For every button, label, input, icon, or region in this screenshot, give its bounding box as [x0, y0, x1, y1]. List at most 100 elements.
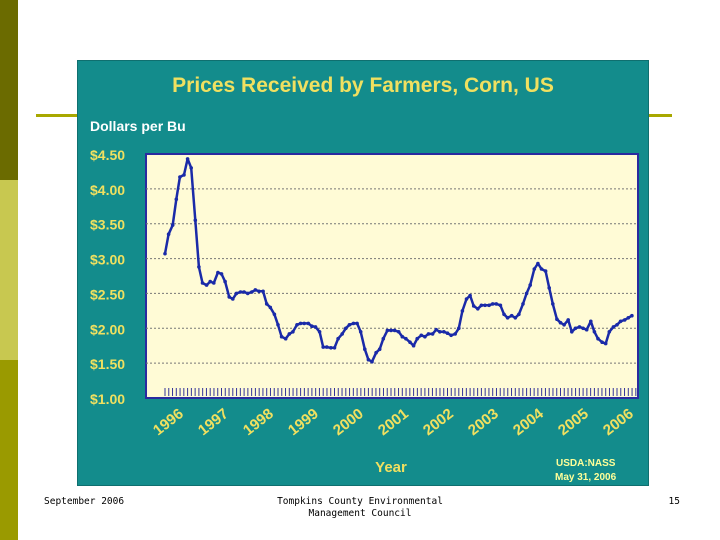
data-point: [584, 327, 589, 332]
chart-panel: Prices Received by Farmers, Corn, US Doll…: [78, 61, 648, 485]
data-point: [347, 323, 352, 327]
data-point: [460, 309, 465, 313]
data-point: [298, 321, 303, 326]
data-point: [411, 343, 416, 348]
data-point: [490, 302, 495, 306]
data-point: [216, 270, 220, 275]
y-tick-label: $3.00: [90, 252, 125, 268]
data-point: [253, 288, 258, 292]
data-point: [332, 346, 337, 350]
data-point: [366, 357, 371, 362]
data-point: [577, 325, 582, 329]
source-line1: USDA:NASS: [556, 458, 616, 469]
data-point: [317, 330, 322, 334]
x-tick-label: 1999: [285, 405, 322, 439]
data-point: [423, 334, 427, 339]
data-point: [494, 302, 499, 306]
data-point: [476, 307, 480, 311]
data-point: [363, 347, 367, 352]
data-point: [434, 327, 439, 332]
data-point: [377, 347, 382, 352]
x-tick-label: 2002: [420, 405, 457, 439]
title-rule-left: [36, 114, 80, 117]
data-point: [234, 291, 239, 296]
y-tick-label: $1.50: [90, 356, 125, 372]
data-point: [408, 340, 412, 345]
footer-organization: Tompkins County Environmental Management…: [260, 496, 460, 520]
x-tick-label: 2004: [510, 405, 547, 439]
data-point: [468, 293, 472, 298]
slide-side-bar-light: [0, 180, 18, 360]
data-point: [261, 289, 265, 294]
data-point: [415, 336, 420, 341]
data-point: [227, 295, 231, 299]
data-point: [400, 334, 405, 339]
data-point: [250, 290, 254, 294]
data-point: [200, 281, 205, 285]
data-point: [596, 336, 600, 341]
y-tick-label: $4.00: [90, 182, 125, 198]
data-point: [231, 297, 235, 301]
data-point: [487, 303, 491, 308]
data-point: [268, 305, 273, 310]
title-rule-right: [646, 114, 672, 117]
y-tick-label: $2.00: [90, 321, 125, 337]
data-point: [325, 345, 329, 349]
data-point: [321, 345, 325, 349]
chart-title: Prices Received by Farmers, Corn, US: [172, 74, 554, 97]
data-point: [570, 330, 574, 334]
data-point: [630, 313, 634, 318]
data-point: [310, 324, 314, 329]
data-point: [517, 312, 521, 317]
x-tick-label: 2006: [600, 405, 637, 439]
data-point: [524, 291, 529, 296]
x-tick-label: 2001: [375, 405, 412, 439]
x-tick-label: 2003: [465, 405, 502, 439]
x-tick-label: 1998: [240, 405, 277, 439]
slide-side-bar-olive: [0, 360, 18, 540]
footer-organization-line2: Management Council: [308, 508, 412, 519]
data-point: [389, 328, 393, 333]
data-point: [295, 323, 299, 327]
data-point: [351, 321, 356, 326]
data-point: [555, 317, 559, 322]
data-point: [189, 166, 193, 170]
data-point: [509, 313, 514, 318]
data-point: [329, 346, 333, 350]
source-line2: May 31, 2006: [555, 472, 617, 483]
y-axis-label: Dollars per Bu: [90, 118, 186, 134]
data-point: [340, 332, 345, 336]
data-point: [536, 261, 540, 266]
x-axis-label: Year: [375, 459, 407, 476]
data-point: [502, 312, 506, 317]
data-point: [287, 332, 292, 336]
data-point: [471, 304, 476, 308]
data-point: [344, 326, 348, 331]
corn-price-chart: Prices Received by Farmers, Corn, US Doll…: [90, 74, 639, 483]
data-point: [174, 197, 179, 202]
data-point: [600, 340, 604, 345]
data-point: [618, 319, 623, 324]
data-point: [392, 328, 397, 333]
data-point: [242, 290, 246, 294]
data-point: [264, 302, 269, 306]
data-point: [430, 332, 435, 336]
data-point: [374, 350, 378, 355]
data-point: [483, 303, 487, 308]
data-point: [479, 303, 484, 308]
data-point: [532, 267, 537, 271]
data-point: [302, 321, 306, 326]
data-point: [245, 291, 250, 296]
x-tick-label: 2005: [555, 405, 592, 439]
data-point: [208, 279, 212, 284]
data-point: [223, 279, 227, 284]
data-point: [381, 336, 386, 341]
data-point: [178, 175, 182, 179]
data-point: [272, 312, 277, 317]
data-point: [445, 331, 450, 336]
data-point: [573, 326, 578, 331]
data-point: [603, 341, 608, 346]
data-point: [404, 336, 408, 341]
x-tick-label: 1996: [150, 405, 187, 439]
footer-organization-line1: Tompkins County Environmental: [277, 496, 443, 507]
